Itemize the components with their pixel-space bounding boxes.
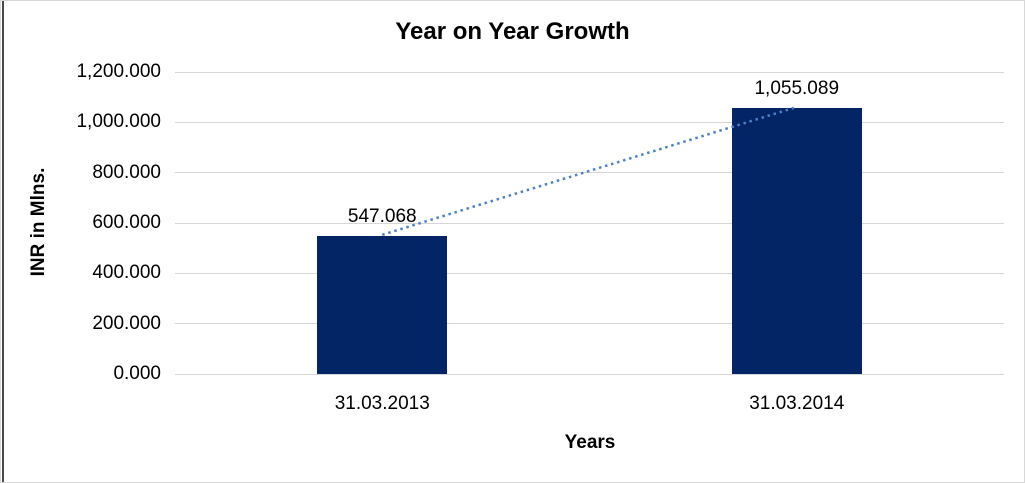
bar-31.03.2014 bbox=[731, 108, 862, 374]
y-tick-label: 800.000 bbox=[92, 161, 161, 183]
data-label-31.03.2013: 547.068 bbox=[347, 206, 417, 228]
y-tick-label: 1,200.000 bbox=[76, 61, 161, 82]
y-tick-label: 200.000 bbox=[92, 312, 161, 334]
gridline-400 bbox=[175, 272, 1004, 274]
y-tick-label: 1,000.000 bbox=[76, 111, 161, 133]
category-label-31.03.2013: 31.03.2013 bbox=[334, 393, 430, 414]
plot-area: 547.068 31.03.2013 1,055.089 31.03.2014 bbox=[175, 71, 1004, 414]
gridline-200 bbox=[175, 323, 1004, 325]
trendline bbox=[381, 105, 798, 237]
y-tick-label: 600.000 bbox=[92, 212, 161, 233]
trendline-layer bbox=[381, 105, 798, 237]
bar-31.03.2013 bbox=[317, 236, 448, 374]
chart-title: Year on Year Growth bbox=[395, 18, 630, 45]
gridline-600 bbox=[175, 222, 1004, 224]
data-label-31.03.2014: 1,055.089 bbox=[754, 78, 840, 100]
x-axis-title: Years bbox=[564, 432, 616, 453]
gridline-1000 bbox=[175, 121, 1004, 123]
gridline-800 bbox=[175, 172, 1004, 174]
gridline-1200 bbox=[175, 71, 1004, 73]
category-label-31.03.2014: 31.03.2014 bbox=[749, 393, 845, 414]
left-border-line bbox=[2, 1, 4, 482]
gridline-0 bbox=[175, 373, 1004, 375]
y-tick-label: 0.000 bbox=[113, 363, 161, 384]
y-tick-label: 400.000 bbox=[92, 262, 161, 284]
